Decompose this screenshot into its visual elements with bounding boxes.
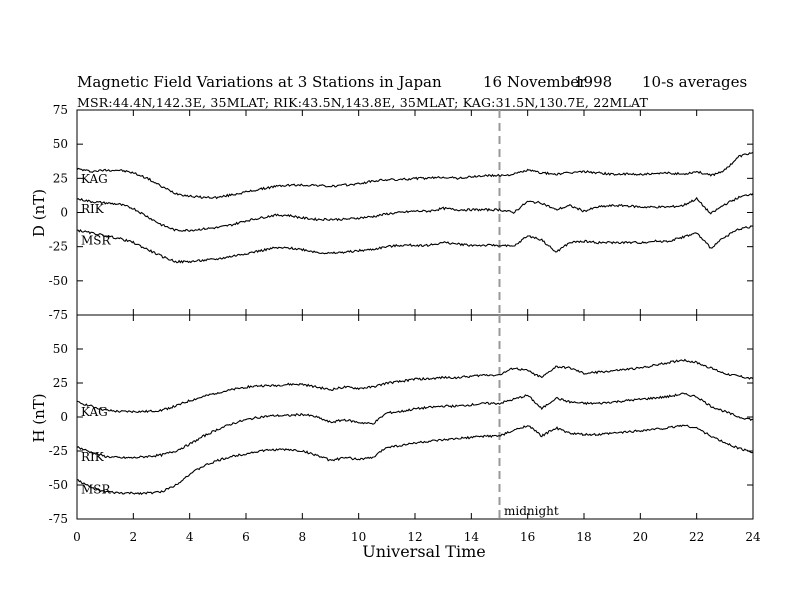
x-tick-label: 24	[745, 530, 761, 544]
title-text: Magnetic Field Variations at 3 Stations …	[77, 73, 442, 91]
panel-frame-h	[76, 314, 754, 520]
x-tick-label: 20	[633, 530, 648, 544]
x-tick-label: 0	[73, 530, 81, 544]
series-label-rik-d: RIK	[81, 202, 105, 216]
chart-subtitle-stations: MSR:44.4N,142.3E, 35MLAT; RIK:43.5N,143.…	[77, 95, 649, 110]
y-tick-label-h: -75	[49, 512, 68, 526]
panel-frame-d	[76, 109, 754, 316]
y-tick-label-h: 0	[60, 410, 68, 424]
y-tick-label-h: -25	[49, 444, 68, 458]
y-axis-label-h: H (nT)	[30, 393, 48, 442]
y-tick-label-d: 50	[53, 137, 68, 151]
y-tick-label-d: 25	[53, 171, 68, 185]
midnight-label: midnight	[504, 504, 559, 518]
panel-d: 75 50 25 0 -25 -50 -75 KAG RIK MSR	[49, 103, 754, 322]
series-line-kag-d	[76, 151, 754, 200]
series-label-kag-d: KAG	[81, 172, 108, 186]
x-tick-label: 12	[407, 530, 422, 544]
panel-h: 50 25 0 -25 -50 -75 KAG RIK MSR	[49, 314, 754, 526]
x-tick-label: 10	[351, 530, 366, 544]
y-tick-label-h: -50	[49, 478, 68, 492]
title-averaging: 10-s averages	[642, 73, 748, 91]
y-tick-label-d: -25	[49, 240, 68, 254]
series-line-rik-h	[76, 392, 754, 460]
y-tick-label-h: 25	[53, 376, 68, 390]
x-tick-label: 2	[130, 530, 138, 544]
y-tick-label-d: -50	[49, 274, 68, 288]
title-date-year: 1998	[574, 73, 613, 91]
chart-title: Magnetic Field Variations at 3 Stations …	[77, 73, 442, 91]
y-tick-label-d: -75	[49, 308, 68, 322]
series-line-msr-d	[77, 225, 754, 264]
x-tick-label: 14	[464, 530, 480, 544]
y-axis-label-d: D (nT)	[30, 189, 48, 237]
title-date-day-month: 16 November	[483, 73, 587, 91]
series-label-kag-h: KAG	[81, 405, 108, 419]
x-tick-label: 4	[186, 530, 194, 544]
y-tick-label-d: 75	[53, 103, 68, 117]
x-axis: 0 2 4 6 8 10 12 14 16 18 20 22 24	[73, 530, 761, 544]
series-line-msr-h	[76, 424, 754, 496]
series-line-rik-d	[76, 193, 754, 232]
x-tick-label: 18	[576, 530, 591, 544]
x-tick-label: 8	[299, 530, 307, 544]
series-label-msr-d: MSR	[81, 233, 112, 247]
y-tick-label-h: 50	[53, 342, 68, 356]
series-label-msr-h: MSR	[81, 483, 112, 497]
x-tick-label: 6	[242, 530, 250, 544]
y-tick-label-d: 0	[60, 206, 68, 220]
x-axis-label: Universal Time	[362, 542, 485, 561]
series-label-rik-h: RIK	[81, 450, 105, 464]
x-tick-label: 22	[689, 530, 704, 544]
x-tick-label: 16	[520, 530, 535, 544]
series-line-kag-h	[76, 358, 754, 414]
